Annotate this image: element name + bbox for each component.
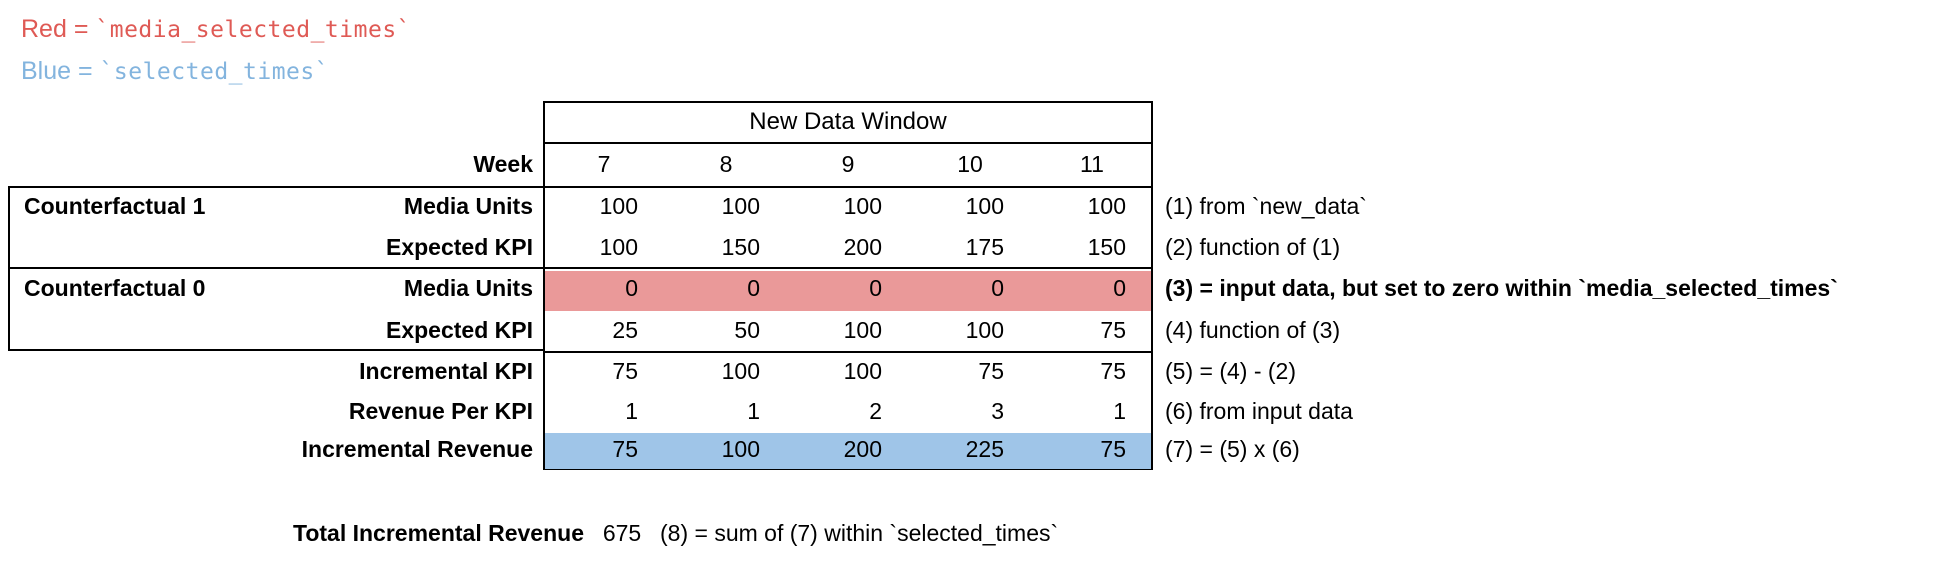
gridline-counterfactual-divider <box>545 267 1151 269</box>
blue-highlight-band <box>545 433 1151 469</box>
gridline-under-week-row <box>545 186 1151 188</box>
row-label: Incremental Revenue <box>301 435 533 462</box>
week-header-row: Week 7 8 9 10 11 <box>8 142 1952 186</box>
cell-value: 0 <box>991 274 1004 301</box>
cell-value: 1 <box>1113 397 1126 424</box>
row-annotation: (4) function of (3) <box>1165 316 1341 343</box>
cell-value: 75 <box>612 435 638 462</box>
cell-value: 100 <box>843 357 882 384</box>
row-label: Media Units <box>403 274 533 301</box>
table-row-media-units-cf1: Counterfactual 1 Media Units 100 100 100… <box>8 186 1952 227</box>
cell-value: 200 <box>843 233 882 260</box>
row-annotation: (6) from input data <box>1165 397 1353 424</box>
legend-red-word: Red <box>21 15 67 43</box>
cell-value: 2 <box>869 397 882 424</box>
data-table-box <box>543 101 1153 470</box>
row-label: Media Units <box>403 193 533 219</box>
table-row-expected-kpi-cf0: Expected KPI 25 50 100 100 75 (4) functi… <box>8 309 1952 351</box>
week-7: 7 <box>597 150 611 177</box>
week-label: Week <box>473 150 533 177</box>
red-highlight-band <box>545 271 1151 311</box>
cell-value: 100 <box>843 193 882 219</box>
row-annotation: (7) = (5) x (6) <box>1165 435 1300 462</box>
row-annotation: (1) from `new_data` <box>1165 193 1367 219</box>
counterfactual-label-divider <box>10 267 545 269</box>
row-annotation: (2) function of (1) <box>1165 233 1341 260</box>
row-annotation: (5) = (4) - (2) <box>1165 357 1296 384</box>
cell-value: 50 <box>734 316 760 343</box>
cell-value: 150 <box>1087 233 1126 260</box>
cell-value: 100 <box>1087 193 1126 219</box>
week-10: 10 <box>957 150 983 177</box>
table-row-incremental-revenue: Incremental Revenue 75 100 200 225 75 (7… <box>8 431 1952 467</box>
total-annotation: (8) = sum of (7) within `selected_times` <box>660 519 1059 546</box>
row-annotation: (3) = input data, but set to zero within… <box>1165 274 1838 301</box>
row-label: Expected KPI <box>386 233 533 260</box>
legend-blue-code: `selected_times` <box>99 59 330 85</box>
legend-red-equals: = <box>66 15 96 43</box>
cell-value: 75 <box>978 357 1004 384</box>
cell-value: 100 <box>721 357 760 384</box>
cell-value: 1 <box>625 397 638 424</box>
legend-blue-word: Blue <box>21 57 72 85</box>
cell-value: 0 <box>1113 274 1126 301</box>
group-label: Counterfactual 1 <box>24 193 206 219</box>
cell-value: 225 <box>965 435 1004 462</box>
cell-value: 3 <box>991 397 1004 424</box>
cell-value: 150 <box>721 233 760 260</box>
legend-blue-equals: = <box>71 57 100 85</box>
cell-value: 75 <box>1100 435 1126 462</box>
cell-value: 1 <box>747 397 760 424</box>
cell-value: 75 <box>612 357 638 384</box>
cell-value: 75 <box>1100 316 1126 343</box>
cell-value: 200 <box>843 435 882 462</box>
cell-value: 0 <box>869 274 882 301</box>
table-row-revenue-per-kpi: Revenue Per KPI 1 1 2 3 1 (6) from input… <box>8 391 1952 431</box>
cell-value: 100 <box>599 193 638 219</box>
cell-value: 100 <box>965 193 1004 219</box>
gridline-above-incremental-kpi <box>545 351 1151 353</box>
row-label: Revenue Per KPI <box>348 397 533 424</box>
table-row-media-units-cf0: Counterfactual 0 Media Units 0 0 0 0 0 (… <box>8 267 1952 309</box>
cell-value: 100 <box>721 435 760 462</box>
cell-value: 25 <box>612 316 638 343</box>
week-11: 11 <box>1080 150 1104 177</box>
gridline-under-window-header <box>545 142 1151 144</box>
cell-value: 100 <box>599 233 638 260</box>
counterfactual-label-box <box>8 186 545 351</box>
week-9: 9 <box>841 150 855 177</box>
cell-value: 0 <box>747 274 760 301</box>
cell-value: 175 <box>965 233 1004 260</box>
cell-value: 75 <box>1100 357 1126 384</box>
legend-blue: Blue = `selected_times` <box>21 57 329 86</box>
table-row-expected-kpi-cf1: Expected KPI 100 150 200 175 150 (2) fun… <box>8 227 1952 267</box>
row-label: Incremental KPI <box>359 357 533 384</box>
week-8: 8 <box>719 150 733 177</box>
table-row-incremental-kpi: Incremental KPI 75 100 100 75 75 (5) = (… <box>8 351 1952 391</box>
row-label: Expected KPI <box>386 316 533 343</box>
window-header: New Data Window <box>749 107 947 135</box>
cell-value: 100 <box>965 316 1004 343</box>
cell-value: 0 <box>625 274 638 301</box>
legend-red: Red = `media_selected_times` <box>21 15 411 44</box>
group-label: Counterfactual 0 <box>24 274 206 301</box>
total-incremental-revenue-value: 675 <box>602 519 642 546</box>
cell-value: 100 <box>843 316 882 343</box>
legend-red-code: `media_selected_times` <box>95 17 412 43</box>
cell-value: 100 <box>721 193 760 219</box>
total-incremental-revenue-label: Total Incremental Revenue <box>293 519 584 546</box>
